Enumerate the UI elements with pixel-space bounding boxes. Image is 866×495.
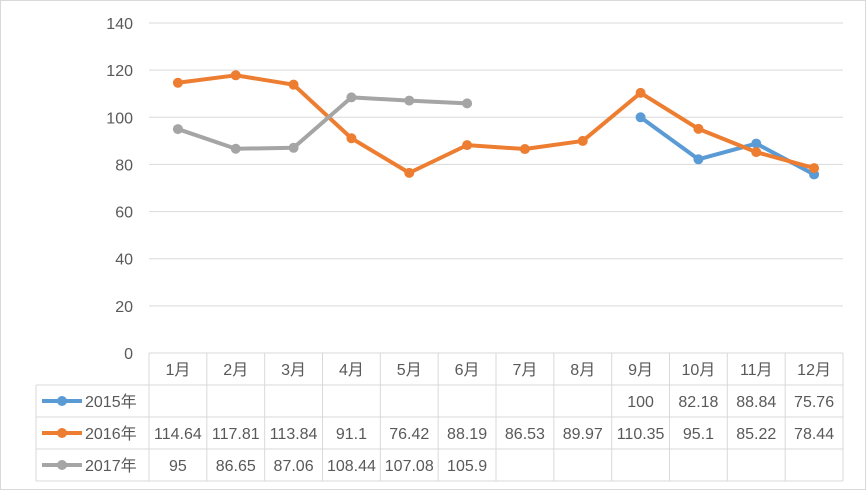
- table-value: 75.76: [794, 394, 834, 411]
- table-value: 95.1: [683, 426, 714, 443]
- table-value: 91.1: [336, 426, 367, 443]
- table-value: 86.65: [216, 458, 256, 475]
- series-layer: [172, 70, 820, 180]
- data-point: [230, 143, 241, 154]
- table-value: 88.84: [736, 394, 776, 411]
- table-value: 100: [627, 394, 654, 411]
- y-tick-label: 0: [124, 346, 133, 363]
- data-point: [172, 77, 183, 88]
- legend-series-name: 2016年: [85, 425, 137, 443]
- x-tick-label: 2月: [223, 362, 248, 379]
- y-tick-label: 60: [115, 205, 133, 222]
- data-table: 1月 2月 3月 4月 5月 6月 7月 8月 9月 10月 11月 12月 2015年 100 82.18…: [35, 352, 844, 482]
- series-line: [175, 73, 817, 175]
- data-point: [693, 123, 704, 134]
- x-tick-label: 3月: [281, 362, 306, 379]
- x-tick-label: 10月: [682, 362, 716, 379]
- table-value: 76.42: [389, 426, 429, 443]
- y-axis-ticks: 0 20 40 60 80 100 120 140: [106, 16, 133, 363]
- data-point: [635, 112, 646, 123]
- y-tick-label: 120: [106, 63, 133, 80]
- x-tick-label: 9月: [628, 362, 653, 379]
- x-tick-label: 7月: [512, 362, 537, 379]
- table-value: 117.81: [212, 426, 260, 443]
- data-point: [288, 142, 299, 153]
- legend-series-name: 2017年: [85, 457, 137, 475]
- table-value: 95: [169, 458, 187, 475]
- data-point: [635, 87, 646, 98]
- data-point: [404, 95, 415, 106]
- table-value: 89.97: [563, 426, 603, 443]
- table-value: 78.44: [794, 426, 834, 443]
- data-point: [462, 98, 473, 109]
- data-point: [172, 124, 183, 135]
- table-value: 105.9: [447, 458, 487, 475]
- table-value: 85.22: [736, 426, 776, 443]
- legend-key-marker: [57, 428, 67, 438]
- table-value: 82.18: [678, 394, 718, 411]
- series-line: [175, 95, 470, 151]
- legend-key-marker: [57, 396, 67, 406]
- data-point: [693, 154, 704, 165]
- gridlines: [149, 22, 843, 307]
- x-tick-label: 5月: [397, 362, 422, 379]
- y-tick-label: 140: [106, 16, 133, 33]
- y-tick-label: 40: [115, 252, 133, 269]
- data-point: [288, 79, 299, 90]
- data-point: [404, 167, 415, 178]
- data-point: [751, 138, 762, 149]
- x-tick-label: 8月: [570, 362, 595, 379]
- data-point: [577, 135, 588, 146]
- table-value: 113.84: [270, 426, 318, 443]
- data-point: [346, 92, 357, 103]
- data-point: [462, 140, 473, 151]
- x-tick-label: 11月: [740, 362, 773, 379]
- table-value: 86.53: [505, 426, 545, 443]
- x-tick-label: 6月: [455, 362, 480, 379]
- table-value: 114.64: [154, 426, 202, 443]
- y-tick-label: 20: [115, 299, 133, 316]
- x-tick-label: 1月: [165, 362, 190, 379]
- table-value: 107.08: [385, 458, 434, 475]
- data-point: [230, 70, 241, 81]
- table-value: 87.06: [274, 458, 314, 475]
- y-tick-label: 100: [106, 110, 133, 127]
- data-point: [809, 163, 820, 174]
- table-value: 88.19: [447, 426, 487, 443]
- data-point: [519, 144, 530, 155]
- x-tick-label: 12月: [797, 362, 831, 379]
- legend-series-name: 2015年: [85, 393, 137, 411]
- y-tick-label: 80: [115, 157, 133, 174]
- table-value: 108.44: [327, 458, 376, 475]
- data-point: [346, 133, 357, 144]
- x-tick-label: 4月: [339, 362, 364, 379]
- table-value: 110.35: [617, 426, 665, 443]
- legend-key-marker: [57, 460, 67, 470]
- data-point: [751, 147, 762, 158]
